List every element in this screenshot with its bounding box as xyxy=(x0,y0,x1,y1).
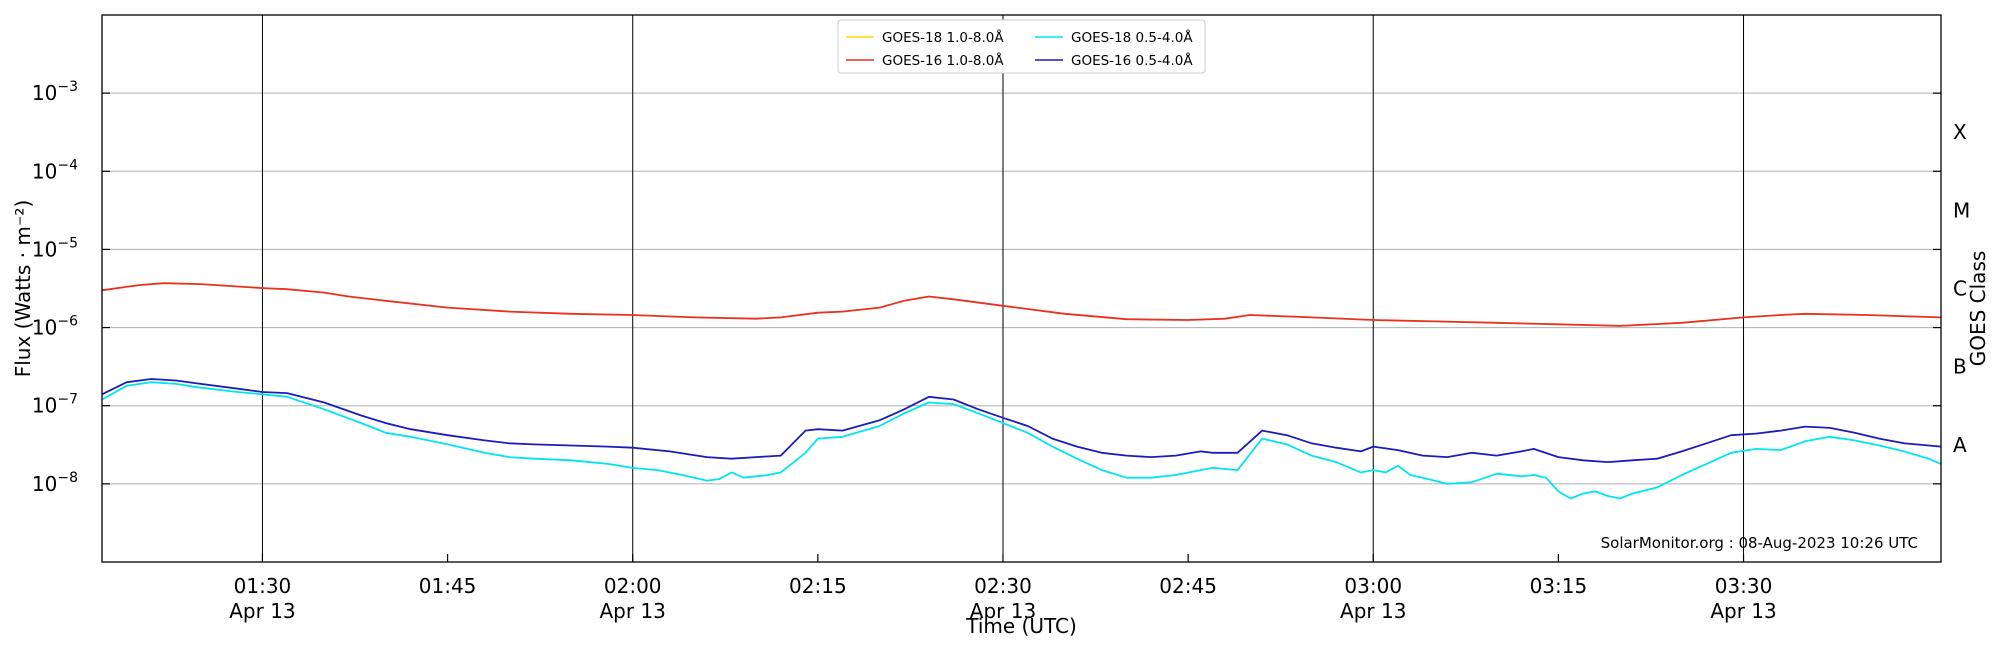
x-tick-label: 03:30 xyxy=(1715,574,1773,598)
x-axis-label: Time (UTC) xyxy=(965,614,1077,638)
legend-box xyxy=(837,19,1206,74)
y-tick-exponent: −6 xyxy=(57,314,78,330)
plot-frame xyxy=(101,14,1942,563)
goes-class-label: A xyxy=(1953,433,1967,457)
goes-class-label: M xyxy=(1953,198,1970,222)
y-tick-exponent: −3 xyxy=(57,79,78,95)
y-tick-base: 10 xyxy=(32,237,57,261)
x-tick-label: 03:15 xyxy=(1530,574,1588,598)
y-tick-exponent: −4 xyxy=(57,157,78,173)
y2-axis-label: GOES Class xyxy=(1966,251,1990,367)
x-tick-label: 01:45 xyxy=(419,574,477,598)
x-tick-label: 02:30 xyxy=(974,574,1032,598)
x-tick-date-label: Apr 13 xyxy=(600,599,666,623)
y-tick-label: 10−8 xyxy=(32,470,78,496)
series-line-3 xyxy=(101,378,1942,464)
y-tick-exponent: −8 xyxy=(57,470,78,486)
series-line-2 xyxy=(101,381,1942,500)
x-tick-date-label: Apr 13 xyxy=(970,599,1036,623)
x-tick-label: 02:00 xyxy=(604,574,662,598)
legend-label: GOES-18 1.0-8.0Å xyxy=(882,29,1004,46)
goes-class-label: X xyxy=(1953,120,1967,144)
grid-layer xyxy=(102,92,1941,485)
legend-label: GOES-16 1.0-8.0Å xyxy=(882,52,1004,69)
y-tick-label: 10−7 xyxy=(32,392,78,418)
series-layer xyxy=(101,282,1942,500)
y-tick-base: 10 xyxy=(32,159,57,183)
x-tick-date-label: Apr 13 xyxy=(1710,599,1776,623)
legend-label: GOES-18 0.5-4.0Å xyxy=(1071,29,1193,46)
goes-class-labels: A B C M X xyxy=(1953,120,1970,457)
y-tick-exponent: −7 xyxy=(57,392,78,408)
y-tick-base: 10 xyxy=(32,81,57,105)
y-tick-label: 10−5 xyxy=(32,235,78,261)
y-tick-exponent: −5 xyxy=(57,235,78,251)
y-tick-label: 10−3 xyxy=(32,79,78,105)
y-tick-label: 10−4 xyxy=(32,157,78,183)
legend: GOES-18 1.0-8.0Å GOES-16 1.0-8.0Å GOES-18 … xyxy=(837,19,1206,74)
y-tick-base: 10 xyxy=(32,316,57,340)
legend-label: GOES-16 0.5-4.0Å xyxy=(1071,52,1193,69)
x-tick-label: 03:00 xyxy=(1344,574,1402,598)
x-tick-date-label: Apr 13 xyxy=(229,599,295,623)
x-tick-label: 02:15 xyxy=(789,574,847,598)
series-line-1 xyxy=(101,282,1942,327)
x-tick-label: 01:30 xyxy=(234,574,292,598)
goes-class-label: C xyxy=(1953,277,1967,301)
y-tick-base: 10 xyxy=(32,394,57,418)
y-tick-label: 10−6 xyxy=(32,314,78,340)
x-tick-date-label: Apr 13 xyxy=(1340,599,1406,623)
credit-text: SolarMonitor.org : 08-Aug-2023 10:26 UTC xyxy=(1601,534,1918,552)
goes-class-label: B xyxy=(1953,355,1967,379)
y-tick-base: 10 xyxy=(32,472,57,496)
y-axis-label: Flux (Watts · m⁻²) xyxy=(11,200,35,378)
x-tick-label: 02:45 xyxy=(1159,574,1217,598)
